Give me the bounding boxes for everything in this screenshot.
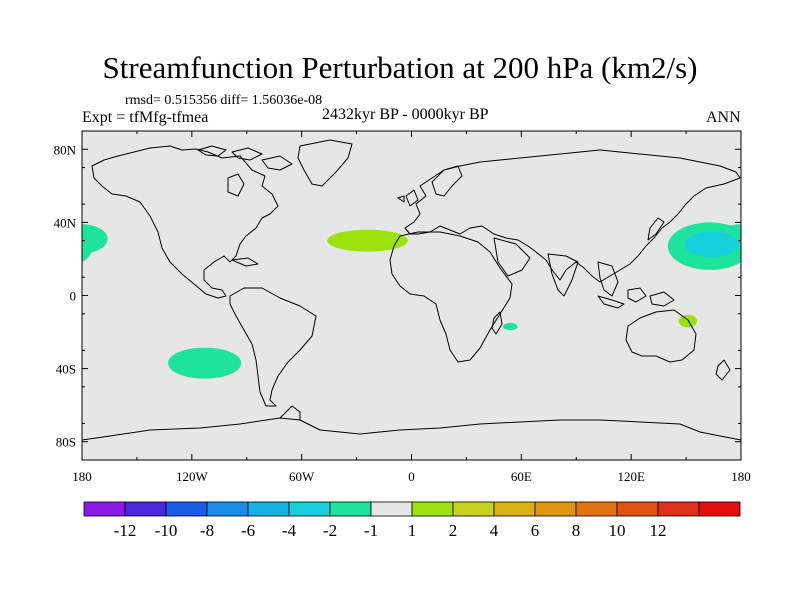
- coast-south-america: [229, 287, 317, 407]
- coast-uk: [397, 189, 419, 207]
- x-axis: 180 120W 60W 0 60E 120E 180: [72, 131, 751, 484]
- coast-arabia: [493, 237, 531, 277]
- anomaly-coral-sea: [678, 314, 698, 328]
- colorbar-swatch: [575, 501, 618, 517]
- coast-antarctica: [82, 417, 741, 441]
- colorbar-swatch: [83, 501, 126, 517]
- x-tick-label: 120E: [617, 469, 645, 484]
- colorbar-label: 6: [531, 521, 540, 540]
- colorbar-swatch: [206, 501, 249, 517]
- chart-title: Streamfunction Perturbation at 200 hPa (…: [102, 50, 698, 85]
- colorbar-swatch: [370, 501, 413, 517]
- colorbar-label: 12: [650, 521, 667, 540]
- colorbar-label: 2: [449, 521, 458, 540]
- coast-antarctic-peninsula: [279, 405, 301, 420]
- colorbar-label: -8: [200, 521, 214, 540]
- anomaly-south-pacific: [168, 347, 242, 379]
- coast-southeast-asia: [597, 261, 619, 297]
- y-tick-label: 80S: [56, 435, 76, 450]
- x-tick-label: 0: [408, 469, 415, 484]
- colorbar-label: -4: [282, 521, 297, 540]
- colorbar-swatch: [698, 501, 741, 517]
- colorbar-swatch: [329, 501, 372, 517]
- colorbar-label: -1: [364, 521, 378, 540]
- anomaly-madagascar: [503, 322, 518, 331]
- coast-scandinavia: [431, 165, 463, 197]
- x-tick-label: 60W: [289, 469, 315, 484]
- colorbar-swatch: [493, 501, 536, 517]
- colorbar-label: -12: [114, 521, 137, 540]
- colorbar-swatch: [616, 501, 659, 517]
- coastlines: [82, 139, 741, 441]
- y-tick-label: 40S: [56, 362, 76, 377]
- coast-greenland: [297, 139, 353, 187]
- anomaly-layer: [82, 222, 741, 379]
- y-axis: 80N 40N 0 40S 80S: [54, 130, 741, 461]
- colorbar-label: -10: [155, 521, 178, 540]
- y-tick-label: 40N: [54, 215, 77, 230]
- x-tick-label: 120W: [176, 469, 209, 484]
- coast-canadian-islands: [197, 145, 293, 171]
- colorbar-label: 10: [609, 521, 626, 540]
- x-tick-label: 60E: [511, 469, 532, 484]
- colorbar-swatch: [247, 501, 290, 517]
- coast-cuba: [231, 257, 259, 267]
- coast-australia: [625, 309, 697, 363]
- y-tick-label: 80N: [54, 142, 77, 157]
- experiment-label: Expt = tfMfg-tfmea: [82, 109, 209, 126]
- colorbar-label: -6: [241, 521, 255, 540]
- anomaly-north-pacific-west-core: [684, 231, 740, 258]
- colorbar-label: 1: [408, 521, 417, 540]
- coast-madagascar: [491, 311, 503, 335]
- coast-hudson-bay: [227, 173, 245, 197]
- coast-indonesia: [597, 287, 675, 309]
- y-tick-label: 0: [70, 289, 77, 304]
- colorbar-swatch: [657, 501, 700, 517]
- colorbar-label: 4: [490, 521, 499, 540]
- coast-japan: [647, 217, 665, 241]
- colorbar: -12 -10 -8 -6 -4 -2 -1 1 2 4 6 8 10 12: [83, 501, 741, 540]
- colorbar-swatch: [288, 501, 331, 517]
- season-label: ANN: [706, 109, 741, 126]
- plot-background: [82, 131, 741, 460]
- period-label: 2432kyr BP - 0000kyr BP: [322, 106, 489, 123]
- colorbar-swatch: [411, 501, 454, 517]
- anomaly-north-atlantic: [327, 229, 408, 252]
- x-tick-label: 180: [731, 469, 751, 484]
- coast-new-zealand: [715, 359, 731, 381]
- colorbar-swatch: [534, 501, 577, 517]
- colorbar-swatch: [452, 501, 495, 517]
- colorbar-swatch: [124, 501, 167, 517]
- coast-eurasia: [404, 149, 741, 283]
- x-tick-label: 180: [72, 469, 92, 484]
- anomaly-north-pacific-west-outer: [82, 230, 93, 263]
- coast-india: [547, 253, 579, 297]
- colorbar-swatch: [165, 501, 208, 517]
- coast-africa: [389, 231, 513, 363]
- stats-line: rmsd= 0.515356 diff= 1.56036e-08: [125, 93, 323, 108]
- colorbar-label: -2: [323, 521, 337, 540]
- colorbar-label: 8: [572, 521, 581, 540]
